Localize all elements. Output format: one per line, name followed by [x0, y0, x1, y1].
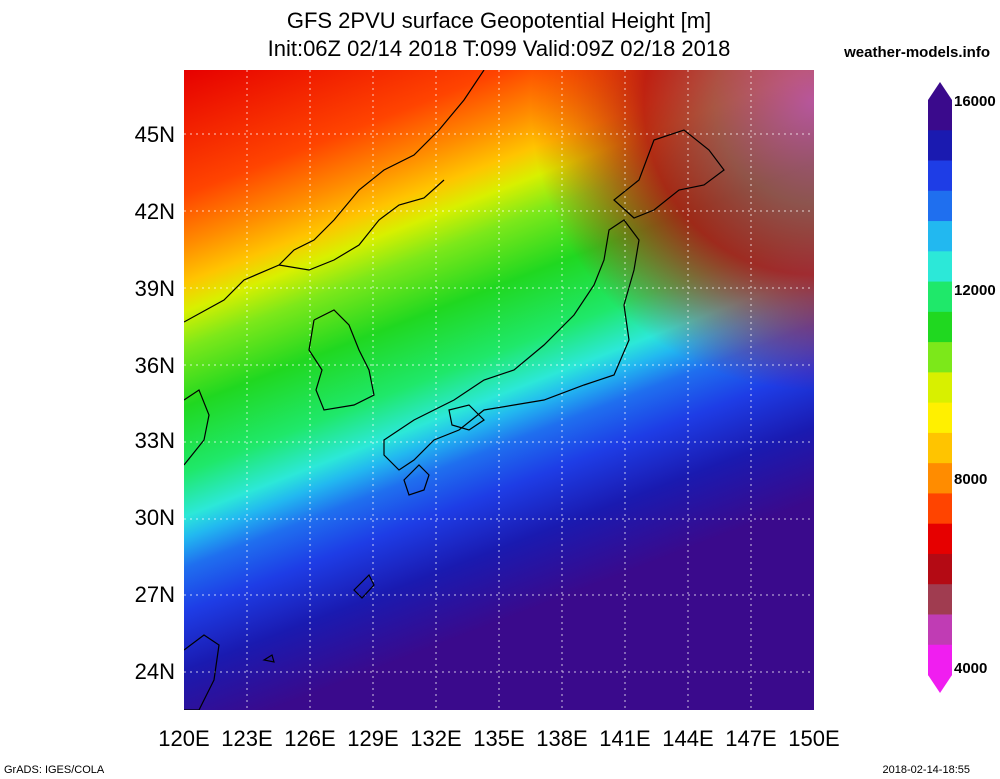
colorbar-cell [928, 402, 952, 434]
colorbar [928, 82, 952, 693]
colorbar-label: 12000 [954, 282, 996, 299]
colorbar-cell [928, 493, 952, 525]
lat-label: 33N [134, 428, 175, 453]
lat-label: 30N [134, 505, 175, 530]
colorbar-min-arrow [928, 675, 952, 693]
lon-label: 150E [788, 726, 840, 751]
colorbar-cell [928, 644, 952, 676]
colorbar-cell [928, 281, 952, 313]
colorbar-label: 16000 [954, 93, 996, 110]
lon-label: 141E [599, 726, 651, 751]
colorbar-cell [928, 100, 952, 131]
colorbar-cell [928, 130, 952, 162]
lat-label: 39N [134, 276, 175, 301]
lat-label: 24N [134, 659, 175, 684]
colorbar-cell [928, 372, 952, 404]
colorbar-cell [928, 523, 952, 555]
colorbar-cell [928, 614, 952, 646]
colorbar-cell [928, 463, 952, 494]
chart-subtitle: Init:06Z 02/14 2018 T:099 Valid:09Z 02/1… [267, 36, 731, 61]
lon-label: 138E [536, 726, 588, 751]
height-field [184, 70, 814, 710]
brand-label: weather-models.info [844, 44, 990, 61]
lon-label: 126E [284, 726, 336, 751]
footer-credit: GrADS: IGES/COLA [4, 764, 105, 776]
chart-title: GFS 2PVU surface Geopotential Height [m] [286, 8, 712, 33]
colorbar-cell [928, 432, 952, 464]
lon-label: 129E [347, 726, 399, 751]
colorbar-max-arrow [928, 82, 952, 100]
colorbar-cell [928, 342, 952, 373]
colorbar-cell [928, 311, 952, 343]
colorbar-cell [928, 553, 952, 585]
colorbar-label: 8000 [954, 471, 988, 488]
colorbar-label: 4000 [954, 660, 988, 677]
lon-label: 144E [662, 726, 714, 751]
lat-label: 27N [134, 582, 175, 607]
colorbar-cell [928, 584, 952, 615]
lon-label: 147E [725, 726, 777, 751]
coastlines [184, 70, 725, 710]
lon-label: 123E [221, 726, 273, 751]
lat-label: 36N [134, 353, 175, 378]
colorbar-cell [928, 221, 952, 252]
lon-label: 120E [158, 726, 210, 751]
colorbar-cell [928, 251, 952, 283]
lat-label: 45N [134, 122, 175, 147]
lon-label: 132E [410, 726, 462, 751]
lon-label: 135E [473, 726, 525, 751]
colorbar-cell [928, 160, 952, 192]
map-panel [184, 70, 814, 710]
footer-timestamp: 2018-02-14-18:55 [882, 764, 970, 776]
colorbar-cell [928, 190, 952, 222]
lat-label: 42N [134, 199, 175, 224]
